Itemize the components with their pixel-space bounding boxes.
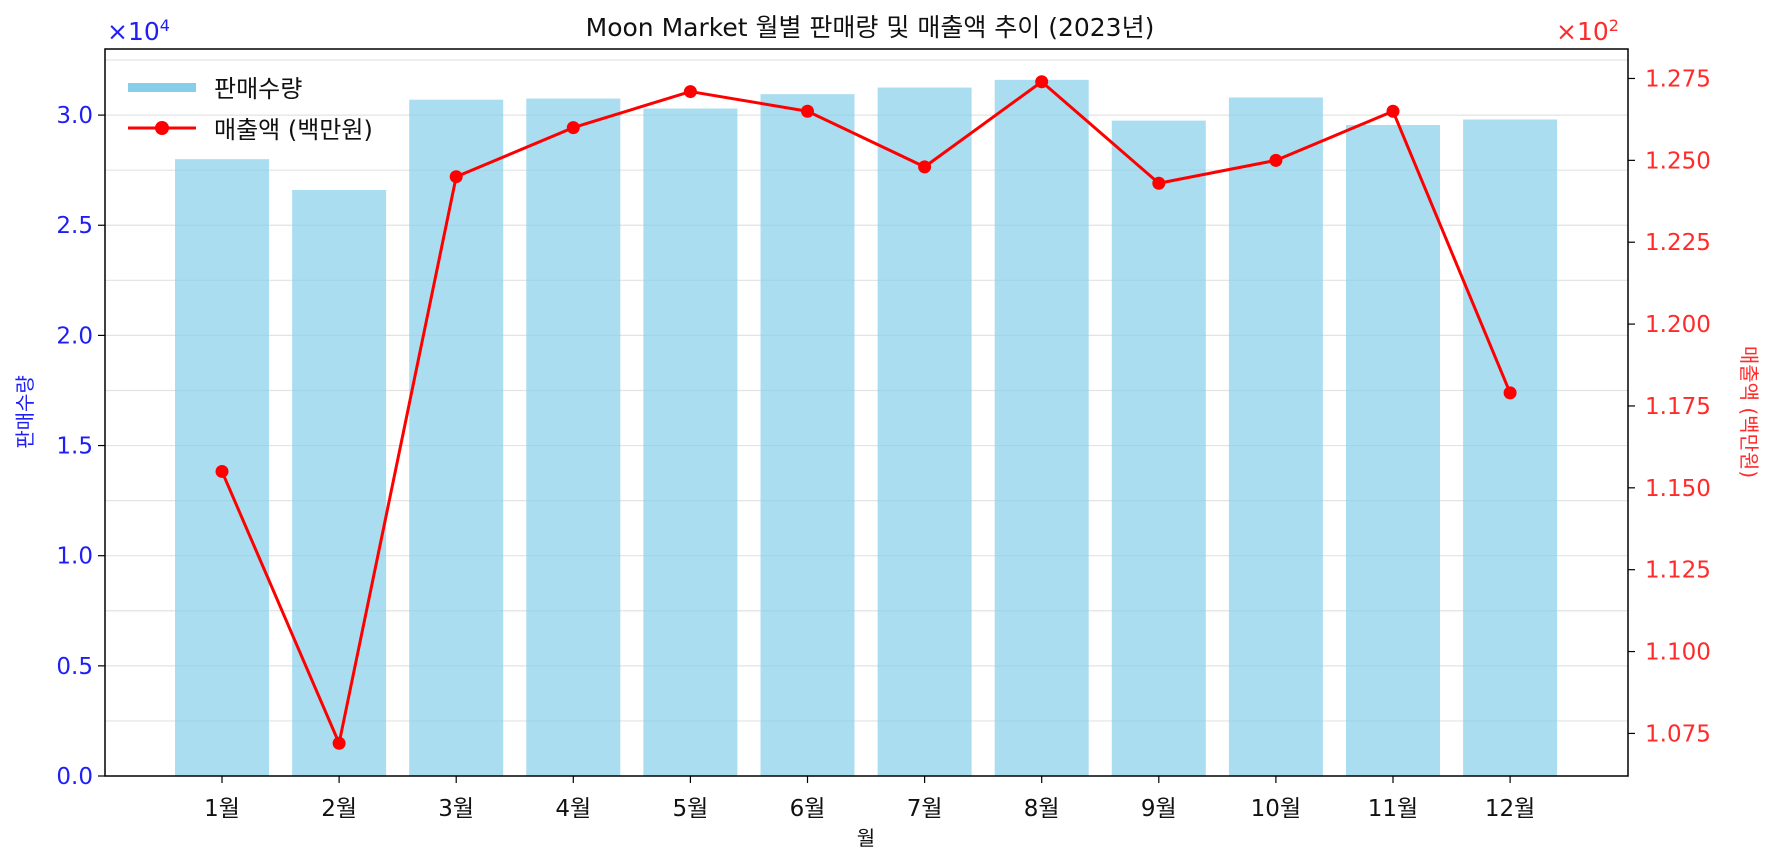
x-axis-label: 월 (857, 826, 875, 850)
bar (1346, 125, 1440, 777)
x-tick-label: 2월 (321, 796, 357, 822)
line-series (215, 75, 1517, 750)
bar (1111, 120, 1206, 776)
right-axis-ticks: 1.075 1.100 1.125 1.150 1.175 1.200 1.225 1.250… (1628, 66, 1711, 747)
legend-label-bar: 판매수량 (214, 75, 302, 103)
left-tick-label: 0.5 (56, 654, 93, 680)
bar-series (175, 79, 1558, 777)
plot-frame (104, 48, 1629, 777)
legend-swatch-bar (128, 83, 196, 92)
left-tick-label: 2.5 (56, 213, 93, 239)
bar (1228, 97, 1323, 776)
line-point (1386, 104, 1400, 118)
x-tick-label: 1월 (204, 796, 240, 822)
x-tick-label: 10월 (1251, 796, 1301, 822)
legend-label-line: 매출액 (백만원) (214, 116, 373, 144)
right-tick-label: 1.100 (1645, 640, 1711, 666)
line-point (683, 85, 697, 99)
bar (526, 98, 621, 777)
left-tick-label: 2.0 (56, 323, 93, 349)
x-tick-label: 7월 (907, 796, 943, 822)
right-tick-label: 1.250 (1645, 148, 1711, 174)
x-tick-label: 8월 (1024, 796, 1060, 822)
left-axis-multiplier: ×104 (107, 16, 170, 46)
line-point (1503, 386, 1517, 400)
left-tick-label: 1.5 (56, 434, 93, 460)
line-point (1269, 153, 1283, 167)
right-tick-label: 1.075 (1645, 721, 1711, 747)
line-point (1152, 176, 1166, 190)
bar (292, 189, 387, 776)
bar (1463, 119, 1558, 777)
bar (994, 79, 1089, 777)
right-tick-label: 1.125 (1645, 558, 1711, 584)
x-tick-label: 4월 (555, 796, 591, 822)
line-path (220, 80, 1512, 745)
legend-swatch-marker (155, 121, 169, 135)
line-point (801, 104, 814, 118)
right-tick-label: 1.275 (1645, 66, 1711, 92)
left-axis-label: 판매수량 (13, 375, 37, 449)
right-tick-label: 1.200 (1645, 312, 1711, 338)
bar (760, 94, 855, 777)
x-tick-label: 5월 (673, 796, 709, 822)
chart-title: Moon Market 월별 판매량 및 매출액 추이 (2023년) (586, 13, 1155, 42)
left-tick-label: 3.0 (56, 103, 93, 129)
right-tick-label: 1.150 (1645, 476, 1711, 502)
line-point (332, 736, 346, 750)
bar (877, 87, 972, 776)
line-point (215, 464, 229, 478)
line-point (449, 170, 463, 184)
right-tick-label: 1.225 (1645, 230, 1711, 256)
left-tick-label: 1.0 (56, 544, 93, 570)
line-point (918, 160, 932, 174)
right-axis-multiplier: ×102 (1556, 16, 1619, 46)
x-tick-label: 9월 (1141, 796, 1177, 822)
x-tick-label: 6월 (790, 796, 826, 822)
line-point (566, 121, 580, 135)
legend: 판매수량 매출액 (백만원) (128, 75, 373, 144)
bar (643, 108, 738, 777)
left-tick-label: 0.0 (56, 764, 93, 790)
line-point (1035, 75, 1049, 89)
x-tick-label: 11월 (1368, 796, 1418, 822)
x-tick-label: 3월 (438, 796, 474, 822)
right-axis-label: 매출액 (백만원) (1737, 346, 1761, 478)
right-tick-label: 1.175 (1645, 394, 1711, 420)
left-axis-ticks: 0.0 0.5 1.0 1.5 2.0 2.5 3.0 (56, 103, 105, 790)
bar (409, 99, 504, 777)
x-tick-label: 12월 (1485, 796, 1535, 822)
x-axis-ticks: 1월 2월 3월 4월 5월 6월 7월 8월 9월 10월 11월 12월 (204, 776, 1535, 822)
